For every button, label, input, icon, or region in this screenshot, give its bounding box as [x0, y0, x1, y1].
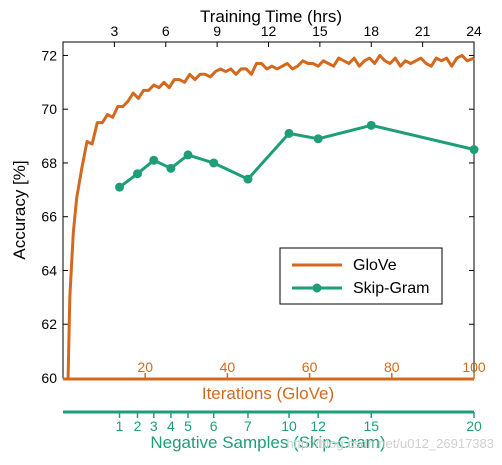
glove-axis-ticks: 20 40 60 80 100: [137, 359, 486, 379]
glove-tick-label: 100: [462, 359, 486, 375]
skipgram-tick-label: 20: [466, 418, 482, 434]
skipgram-tick-label: 10: [281, 418, 297, 434]
y-tick-label: 64: [41, 262, 57, 278]
skipgram-point: [313, 134, 323, 144]
top-axis-ticks: 3 6 9 12 15 18 21 24: [110, 23, 482, 47]
skipgram-tick-label: 12: [310, 418, 326, 434]
skipgram-tick-label: 6: [210, 418, 218, 434]
y-axis-label: Accuracy [%]: [10, 160, 29, 259]
skipgram-point: [469, 145, 479, 155]
watermark-text: http://blog.csdn.net/u012_26917383: [287, 436, 494, 451]
skipgram-point: [183, 150, 193, 160]
top-tick-label: 15: [312, 23, 328, 39]
legend-glove-label: GloVe: [353, 257, 397, 274]
top-tick-label: 9: [213, 23, 221, 39]
glove-tick-label: 20: [137, 359, 153, 375]
skipgram-axis-ticks: 1 2 3 4 5 6 7 10 12 15 20: [116, 412, 482, 434]
series-skipgram-points: [115, 120, 479, 192]
glove-axis-label: Iterations (GloVe): [202, 384, 334, 403]
glove-tick-label: 40: [220, 359, 236, 375]
glove-tick-label: 80: [384, 359, 400, 375]
y-tick-label: 66: [41, 209, 57, 225]
top-tick-label: 21: [415, 23, 431, 39]
top-tick-label: 12: [261, 23, 277, 39]
top-tick-label: 6: [162, 23, 170, 39]
skipgram-tick-label: 15: [363, 418, 379, 434]
skipgram-tick-label: 3: [150, 418, 158, 434]
skipgram-tick-label: 4: [167, 418, 175, 434]
skipgram-point: [115, 182, 125, 192]
top-tick-label: 3: [110, 23, 118, 39]
skipgram-tick-label: 5: [184, 418, 192, 434]
skipgram-point: [166, 163, 176, 173]
skipgram-point: [209, 158, 219, 168]
series-glove-line: [66, 53, 475, 379]
plot-frame: [62, 41, 475, 379]
skipgram-point: [132, 169, 142, 179]
y-tick-label: 62: [41, 316, 57, 332]
y-tick-label: 60: [41, 370, 57, 386]
top-tick-label: 24: [466, 23, 482, 39]
legend-skipgram-marker: [312, 283, 322, 293]
skipgram-point: [366, 120, 376, 130]
skipgram-axis-label: Negative Samples (Skip-Gram): [150, 433, 385, 452]
y-tick-label: 70: [41, 101, 57, 117]
skipgram-point: [149, 155, 159, 165]
series-skipgram-line: [118, 123, 475, 189]
top-tick-label: 18: [363, 23, 379, 39]
legend-box: [279, 247, 443, 305]
skipgram-point: [243, 174, 253, 184]
legend: GloVe Skip-Gram: [279, 247, 443, 305]
skipgram-point: [284, 128, 294, 138]
skipgram-tick-label: 2: [134, 418, 142, 434]
legend-skipgram-label: Skip-Gram: [353, 280, 429, 297]
glove-tick-label: 60: [302, 359, 318, 375]
y-tick-label: 68: [41, 155, 57, 171]
skipgram-tick-label: 1: [116, 418, 124, 434]
y-axis-ticks: 60 62 64 66 68 70 72: [41, 47, 474, 386]
top-axis-title: Training Time (hrs): [200, 7, 342, 26]
skipgram-tick-label: 7: [244, 418, 252, 434]
y-tick-label: 72: [41, 47, 57, 63]
